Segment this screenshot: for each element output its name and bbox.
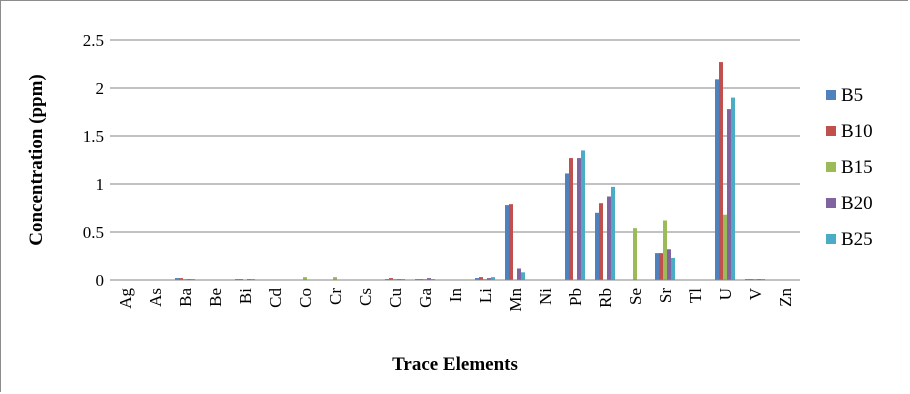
bar-B5-U [715, 79, 719, 280]
bar-B20-Ga [427, 278, 431, 280]
bar-B20-Mn [517, 268, 521, 280]
legend-label-B20: B20 [841, 193, 873, 214]
x-tick-label: Tl [686, 288, 705, 303]
x-tick-label: In [446, 288, 465, 303]
bar-B15-Se [633, 228, 637, 280]
x-tick-label: Cu [386, 288, 405, 308]
x-tick-label: As [146, 288, 165, 307]
legend-swatch-B20 [826, 198, 836, 208]
bar-B25-Pb [581, 150, 585, 280]
y-axis-title: Concentration (ppm) [26, 74, 47, 246]
x-tick-labels: Ag As Ba Be Bi Cd Co Cr Cs Cu Ga In Li Mn Ni Pb Rb Se Sr Tl… [116, 287, 795, 311]
bar-B25-Rb [611, 186, 615, 280]
bar-B10-Mn [509, 204, 513, 280]
x-tick-label: Pb [566, 288, 585, 306]
bar-B20-Sr [667, 249, 671, 280]
bar-B25-Sr [671, 257, 675, 280]
y-tick-label: 1.5 [83, 127, 104, 146]
x-tick-label: V [746, 287, 765, 300]
x-tick-label: Ag [116, 288, 135, 309]
x-tick-label: Rb [596, 288, 615, 308]
legend-swatch-B5 [826, 90, 836, 100]
x-tick-label: Be [206, 288, 225, 307]
legend-swatch-B25 [826, 234, 836, 244]
legend-swatch-B15 [826, 162, 836, 172]
x-tick-label: Ba [176, 288, 195, 307]
y-tick-label: 1 [96, 175, 105, 194]
legend-label-B15: B15 [841, 157, 873, 178]
gridlines [110, 39, 800, 233]
x-tick-label: U [716, 288, 735, 300]
x-axis-title: Trace Elements [392, 354, 518, 375]
x-tick-label: Co [296, 288, 315, 308]
y-tick-label: 2 [96, 79, 105, 98]
legend-label-B10: B10 [841, 121, 873, 142]
legend-label-B5: B5 [841, 85, 863, 106]
bar-B5-Rb [595, 212, 599, 280]
bar-B10-U [719, 62, 723, 280]
x-tick-label: Cr [326, 288, 345, 305]
bar-B15-Co [303, 277, 307, 280]
bar-B5-Li [475, 278, 479, 280]
bar-B10-Li [479, 277, 483, 280]
x-tick-label: Cd [266, 288, 285, 308]
x-tick-label: Zn [776, 288, 795, 307]
legend-swatch-B10 [826, 126, 836, 136]
bar-B15-Cr [333, 277, 337, 280]
x-tick-label: Se [626, 288, 645, 305]
bar-B5-Ba [175, 278, 179, 280]
x-tick-label: Bi [236, 288, 255, 304]
bar-B10-Ba [179, 278, 183, 280]
bar-B10-Pb [569, 158, 573, 280]
legend-label-B25: B25 [841, 229, 873, 250]
x-tick-label: Li [476, 288, 495, 303]
bar-B25-U [731, 97, 735, 280]
bar-B25-Mn [521, 272, 525, 280]
bar-B20-Pb [577, 158, 581, 280]
bar-B5-Mn [505, 205, 509, 280]
bar-B20-U [727, 109, 731, 281]
bar-B15-Sr [663, 220, 667, 280]
bars [175, 62, 795, 281]
y-tick-label: 0.5 [83, 223, 104, 242]
bar-B15-U [723, 214, 727, 280]
y-tick-label: 0 [96, 271, 105, 290]
x-tick-label: Cs [356, 288, 375, 306]
legend: B5 B10 B15 B20 B25 [826, 85, 873, 250]
bar-B10-Sr [659, 253, 663, 280]
bar-B5-Pb [565, 173, 569, 280]
bar-B20-Rb [607, 196, 611, 280]
x-tick-label: Sr [656, 288, 675, 303]
y-tick-labels: 0 0.5 1 1.5 2 2.5 [83, 31, 104, 290]
bar-B20-Li [487, 278, 491, 280]
bar-B10-Rb [599, 203, 603, 280]
y-tick-label: 2.5 [83, 31, 104, 50]
x-tick-label: Mn [506, 288, 525, 312]
x-tick-label: Ga [416, 288, 435, 308]
bar-B10-Cu [389, 278, 393, 280]
bar-B25-Li [491, 277, 495, 280]
bar-B5-Sr [655, 253, 659, 280]
x-tick-label: Ni [536, 288, 555, 305]
